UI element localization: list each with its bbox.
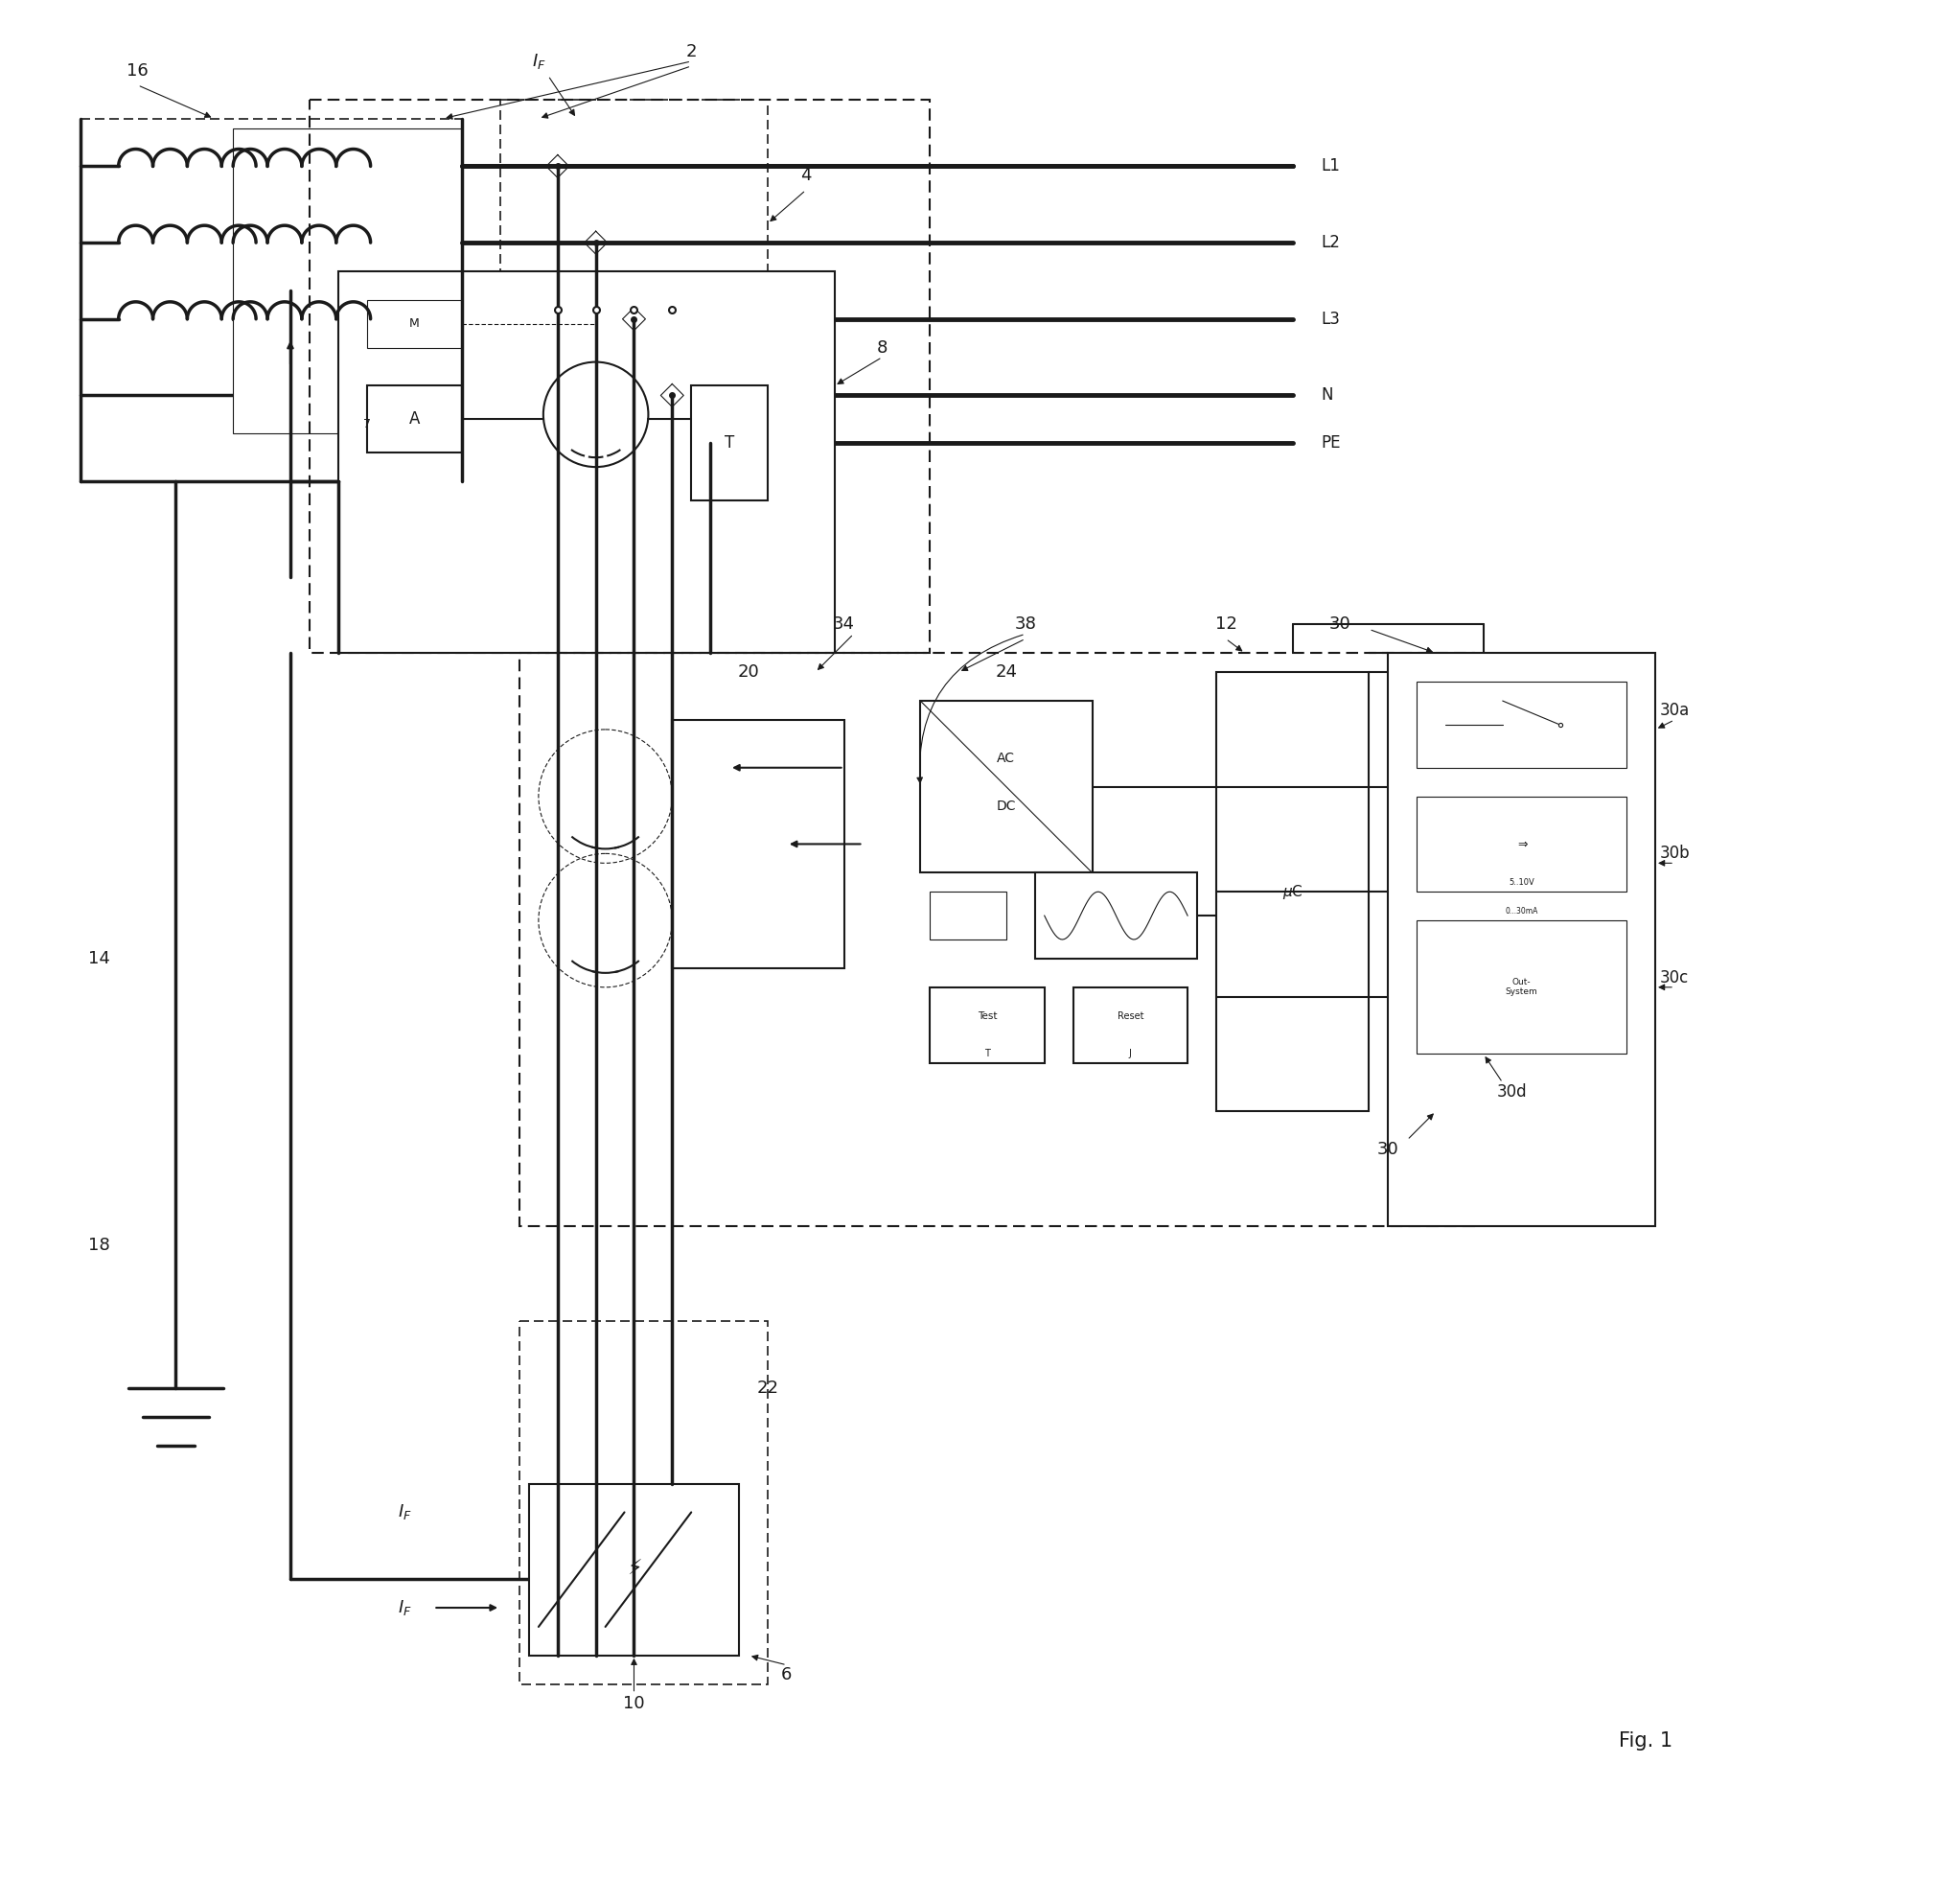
Text: 2: 2	[686, 43, 696, 60]
Bar	[367, 385, 463, 453]
Text: 12: 12	[1215, 616, 1237, 633]
Text: 30d: 30d	[1497, 1084, 1527, 1101]
Bar	[337, 271, 835, 654]
Text: $\mu$C: $\mu$C	[1282, 883, 1303, 900]
Text: N: N	[1321, 387, 1333, 404]
Bar	[672, 720, 845, 968]
Bar	[500, 100, 768, 310]
Text: 4: 4	[800, 167, 811, 184]
Text: 16: 16	[127, 62, 149, 79]
Bar	[367, 301, 463, 348]
Text: 38: 38	[1015, 616, 1037, 633]
Text: 30: 30	[1329, 616, 1350, 633]
Text: L1: L1	[1321, 158, 1341, 175]
Text: AC: AC	[998, 752, 1015, 765]
Text: L3: L3	[1321, 310, 1341, 327]
Bar	[1417, 921, 1627, 1054]
Text: J: J	[1129, 1048, 1131, 1060]
Text: ⚡: ⚡	[627, 1560, 641, 1578]
Bar	[929, 893, 1005, 940]
Text: 10: 10	[623, 1695, 645, 1712]
Bar	[1217, 673, 1368, 1110]
Bar	[233, 128, 463, 434]
Text: DC: DC	[996, 799, 1015, 812]
Text: $I_F$: $I_F$	[398, 1503, 412, 1522]
Text: A: A	[410, 412, 419, 428]
Text: 24: 24	[996, 663, 1017, 680]
Text: Out-
System: Out- System	[1505, 977, 1539, 996]
Text: 22: 22	[757, 1379, 778, 1396]
Text: 8: 8	[876, 338, 888, 357]
Bar	[1388, 654, 1656, 1225]
Text: $I_F$: $I_F$	[398, 1599, 412, 1618]
Text: T: T	[725, 434, 735, 451]
Bar	[519, 1321, 768, 1684]
Text: 34: 34	[833, 616, 855, 633]
Text: PE: PE	[1321, 434, 1341, 451]
Bar	[519, 654, 1474, 1225]
Bar	[310, 100, 929, 654]
Bar	[1035, 872, 1198, 958]
Bar	[1072, 986, 1188, 1064]
Text: 6: 6	[782, 1667, 792, 1684]
Text: 5..10V: 5..10V	[1509, 877, 1535, 887]
Bar	[692, 385, 768, 500]
Text: $\Rightarrow$: $\Rightarrow$	[1515, 838, 1529, 851]
Bar	[529, 1484, 739, 1655]
Text: Fig. 1: Fig. 1	[1619, 1732, 1672, 1751]
Text: 30b: 30b	[1660, 846, 1690, 862]
Text: 30a: 30a	[1660, 701, 1690, 720]
Text: L2: L2	[1321, 235, 1341, 252]
Bar	[80, 118, 463, 481]
Text: $I_F$: $I_F$	[531, 53, 545, 71]
Text: Test: Test	[978, 1011, 998, 1020]
Text: 30c: 30c	[1660, 970, 1690, 986]
Text: 20: 20	[737, 663, 759, 680]
Text: 18: 18	[88, 1236, 110, 1253]
Text: T: T	[984, 1048, 990, 1060]
Text: 14: 14	[88, 951, 110, 968]
Text: 7: 7	[363, 417, 370, 430]
Text: 30: 30	[1378, 1141, 1399, 1157]
Text: M: M	[410, 318, 419, 331]
Bar	[921, 701, 1092, 872]
Bar	[929, 986, 1045, 1064]
Bar	[1417, 797, 1627, 893]
Bar	[1417, 682, 1627, 769]
Text: 0...30mA: 0...30mA	[1505, 906, 1539, 915]
Text: Reset: Reset	[1117, 1011, 1143, 1020]
